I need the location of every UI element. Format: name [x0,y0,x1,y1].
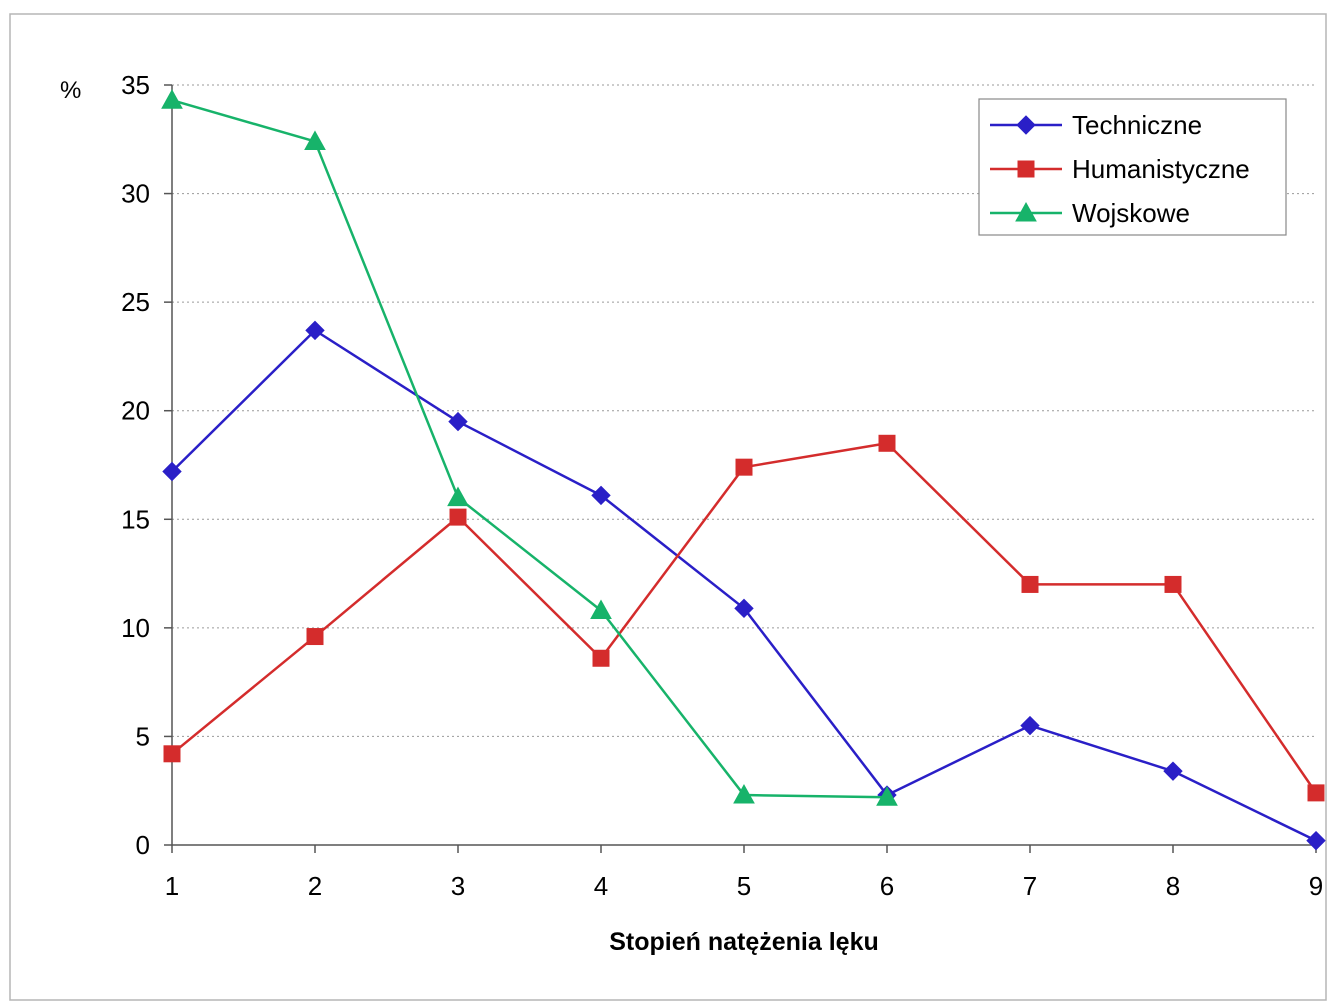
legend-marker-wojskowe [1015,201,1037,222]
legend: Techniczne Humanistyczne Wojskowe [978,98,1287,236]
data-point-wojskowe [590,599,612,619]
data-point-humanistyczne [1164,575,1182,593]
legend-label-wojskowe: Wojskowe [1072,198,1190,228]
data-point-humanistyczne [306,628,324,646]
data-point-wojskowe [161,89,183,109]
y-axis-unit-label: % [60,77,81,104]
data-point-techniczne [448,411,468,432]
gridlines [172,84,1316,737]
y-tick-label: 30 [121,179,150,209]
x-tick-label: 3 [451,871,465,901]
data-point-humanistyczne [592,649,610,667]
data-point-techniczne [734,598,754,619]
legend-label-techniczne: Techniczne [1072,110,1202,140]
x-tick-label: 5 [737,871,751,901]
data-point-humanistyczne [1021,575,1039,593]
data-point-techniczne [1306,830,1326,851]
data-point-techniczne [162,461,182,482]
x-tick-label: 9 [1309,871,1323,901]
y-tick-label: 20 [121,396,150,426]
x-tick-label: 2 [308,871,322,901]
x-tick-label: 8 [1166,871,1180,901]
data-point-techniczne [305,320,325,341]
data-point-wojskowe [304,130,326,150]
y-tick-label: 35 [121,70,150,100]
data-point-techniczne [591,485,611,506]
data-point-humanistyczne [878,434,896,452]
y-axis-ticks: 0 5 10 15 20 25 30 35 [121,70,172,860]
data-point-humanistyczne [449,508,467,526]
data-point-wojskowe [876,786,898,806]
y-tick-label: 0 [136,830,150,860]
data-point-wojskowe [733,784,755,804]
legend-marker-techniczne [1016,115,1036,135]
legend-label-humanistyczne: Humanistyczne [1072,154,1250,184]
y-tick-label: 15 [121,504,150,534]
data-point-techniczne [1020,715,1040,736]
x-tick-label: 7 [1023,871,1037,901]
x-axis-title: Stopień natężenia lęku [609,928,879,956]
x-tick-label: 4 [594,871,608,901]
y-tick-label: 10 [121,613,150,643]
data-point-wojskowe [447,486,469,507]
series-line-wojskowe [171,98,888,799]
series-group [161,89,1326,851]
data-point-techniczne [1163,761,1183,781]
legend-marker-humanistyczne [1017,160,1035,178]
x-tick-label: 6 [880,871,894,901]
data-point-humanistyczne [1307,784,1325,802]
x-tick-label: 1 [165,871,179,901]
x-axis-ticks: 1 2 3 4 5 6 7 8 9 [165,845,1323,901]
y-tick-label: 25 [121,287,150,317]
data-point-humanistyczne [735,458,753,476]
y-tick-label: 5 [136,721,150,751]
data-point-humanistyczne [163,745,181,763]
